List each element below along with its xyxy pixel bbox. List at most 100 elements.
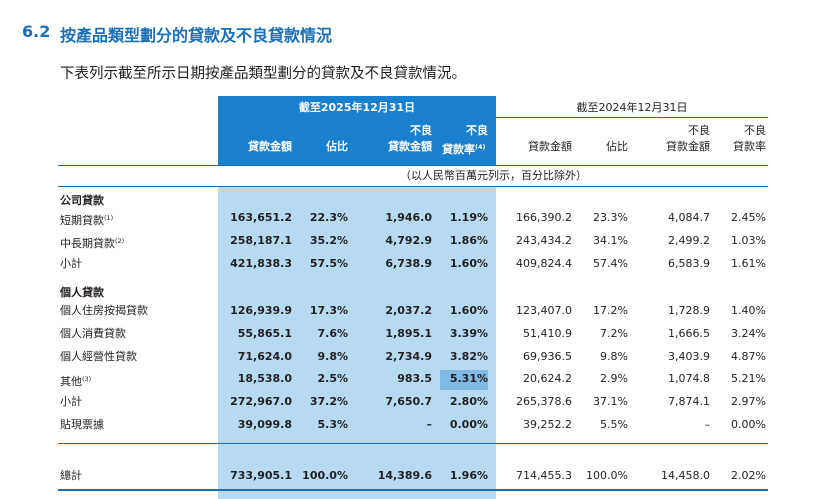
cell-npl-amount-2024: 1,074.8 (668, 372, 710, 385)
cell-loan-amount-2025: 421,838.3 (230, 257, 292, 270)
cell-npl-ratio-2024: 4.87% (731, 350, 766, 363)
cell-share-2025: 9.8% (317, 350, 348, 363)
group-personal-loans: 個人貸款 (60, 286, 104, 299)
cell-loan-amount-2024: 166,390.2 (516, 211, 572, 224)
col-2024-npl-amount-line1: 不良 (688, 124, 710, 137)
period-2025-label: 截至2025年12月31日 (298, 101, 416, 114)
total-cell-share-2025: 100.0% (302, 469, 348, 482)
header-rule (58, 165, 768, 166)
cell-npl-ratio-2025: 5.31% (449, 372, 488, 385)
cell-npl-ratio-2025: 1.86% (449, 234, 488, 247)
cell-npl-amount-2025: 2,037.2 (385, 304, 432, 317)
cell-npl-ratio-2025: 1.60% (449, 304, 488, 317)
cell-npl-ratio-2025: 2.80% (449, 395, 488, 408)
cell-loan-amount-2024: 20,624.2 (523, 372, 572, 385)
cell-share-2024: 57.4% (593, 257, 628, 270)
footnote-marker: (3) (82, 375, 92, 383)
cell-loan-amount-2024: 69,936.5 (523, 350, 572, 363)
intro-text: 下表列示截至所示日期按產品類型劃分的貸款及不良貸款情況。 (60, 66, 466, 82)
col-2025-npl-ratio-line2: 貸款率(4) (442, 143, 486, 156)
footnote-marker: (4) (475, 143, 486, 151)
row-label: 其他(3) (60, 372, 91, 389)
total-label: 總計 (60, 469, 82, 482)
col-2024-npl-ratio-line2: 貸款率 (733, 140, 766, 153)
cell-npl-ratio-2025: 1.60% (449, 257, 488, 270)
row-label: 短期貸款(1) (60, 211, 113, 228)
subtotal-rule (58, 443, 768, 444)
cell-share-2024: 2.9% (600, 372, 628, 385)
cell-loan-amount-2024: 243,434.2 (516, 234, 572, 247)
cell-npl-ratio-2025: 1.19% (449, 211, 488, 224)
row-label-text: 其他 (60, 375, 82, 388)
cell-loan-amount-2025: 71,624.0 (237, 350, 292, 363)
cell-loan-amount-2025: 18,538.0 (237, 372, 292, 385)
row-label-text: 小計 (60, 395, 82, 408)
footnote-marker: (1) (104, 214, 114, 222)
cell-npl-ratio-2024: 5.21% (731, 372, 766, 385)
cell-share-2024: 23.3% (593, 211, 628, 224)
cell-npl-amount-2024: 1,728.9 (668, 304, 710, 317)
cell-share-2024: 9.8% (600, 350, 628, 363)
cell-loan-amount-2024: 409,824.4 (516, 257, 572, 270)
cell-share-2024: 37.1% (593, 395, 628, 408)
section-title: 按產品類型劃分的貸款及不良貸款情況 (60, 26, 333, 45)
cell-npl-amount-2024: – (704, 418, 711, 431)
row-label: 小計 (60, 257, 82, 271)
total-cell-npl-amount-2024: 14,458.0 (661, 469, 710, 482)
col-2025-loan-amount: 貸款金額 (248, 140, 292, 153)
row-label-text: 中長期貸款 (60, 237, 115, 250)
col-2025-npl-amount-line2: 貸款金額 (388, 140, 432, 153)
cell-share-2025: 7.6% (317, 327, 348, 340)
cell-npl-amount-2025: 7,650.7 (385, 395, 432, 408)
row-label: 個人住房按揭貸款 (60, 304, 148, 318)
total-rule (58, 489, 768, 491)
cell-share-2025: 37.2% (309, 395, 348, 408)
col-2024-loan-amount: 貸款金額 (528, 140, 572, 153)
cell-loan-amount-2024: 123,407.0 (516, 304, 572, 317)
cell-loan-amount-2024: 51,410.9 (523, 327, 572, 340)
cell-loan-amount-2025: 55,865.1 (237, 327, 292, 340)
row-label: 貼現票據 (60, 418, 104, 432)
cell-npl-amount-2025: 1,895.1 (385, 327, 432, 340)
cell-npl-ratio-2024: 2.97% (731, 395, 766, 408)
cell-loan-amount-2025: 272,967.0 (230, 395, 292, 408)
header-highlight-band-2025 (218, 96, 496, 165)
row-label: 中長期貸款(2) (60, 234, 124, 251)
cell-npl-amount-2024: 6,583.9 (668, 257, 710, 270)
row-label-text: 小計 (60, 257, 82, 270)
cell-npl-amount-2024: 7,874.1 (668, 395, 710, 408)
col-2025-npl-ratio-line1: 不良 (466, 124, 488, 137)
period-2024-label: 截至2024年12月31日 (576, 101, 688, 114)
cell-loan-amount-2025: 163,651.2 (230, 211, 292, 224)
unit-note: （以人民幣百萬元列示，百分比除外） (400, 169, 587, 182)
row-label: 個人消費貸款 (60, 327, 126, 341)
cell-npl-ratio-2025: 3.39% (449, 327, 488, 340)
group-corporate-loans: 公司貸款 (60, 194, 104, 207)
cell-loan-amount-2024: 39,252.2 (523, 418, 572, 431)
cell-npl-amount-2024: 3,403.9 (668, 350, 710, 363)
cell-npl-ratio-2024: 3.24% (731, 327, 766, 340)
selected-cell-highlight (440, 370, 488, 390)
cell-npl-amount-2025: 6,738.9 (385, 257, 432, 270)
col-2024-share: 佔比 (606, 140, 628, 153)
cell-share-2024: 7.2% (600, 327, 628, 340)
unit-rule (58, 186, 768, 187)
cell-share-2025: 22.3% (309, 211, 348, 224)
cell-npl-ratio-2024: 0.00% (731, 418, 766, 431)
cell-share-2025: 5.3% (317, 418, 348, 431)
section-number: 6.2 (22, 22, 51, 41)
cell-share-2024: 5.5% (600, 418, 628, 431)
cell-npl-ratio-2024: 2.45% (731, 211, 766, 224)
cell-share-2025: 57.5% (309, 257, 348, 270)
row-label: 小計 (60, 395, 82, 409)
body-highlight-band-2025 (218, 186, 496, 499)
cell-loan-amount-2025: 126,939.9 (230, 304, 292, 317)
row-label-text: 個人消費貸款 (60, 327, 126, 340)
cell-npl-amount-2024: 1,666.5 (668, 327, 710, 340)
total-cell-loan-amount-2025: 733,905.1 (230, 469, 292, 482)
cell-npl-amount-2024: 4,084.7 (668, 211, 710, 224)
cell-share-2024: 34.1% (593, 234, 628, 247)
cell-loan-amount-2025: 39,099.8 (237, 418, 292, 431)
cell-npl-ratio-2024: 1.61% (731, 257, 766, 270)
cell-share-2025: 17.3% (309, 304, 348, 317)
